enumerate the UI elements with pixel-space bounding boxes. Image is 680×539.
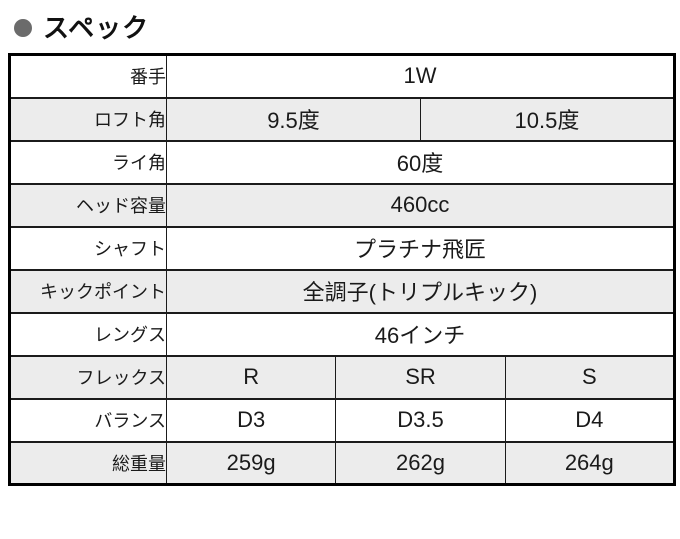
spec-label: キックポイント xyxy=(9,268,167,314)
table-row-total-weight: 総重量 259g 262g 264g xyxy=(9,440,675,486)
spec-value: 10.5度 xyxy=(419,96,675,142)
spec-value: D3.5 xyxy=(335,397,506,443)
spec-value: 460cc xyxy=(166,182,675,228)
section-title: スペック xyxy=(14,13,680,43)
spec-label: ロフト角 xyxy=(9,96,167,142)
table-row-shaft: シャフト プラチナ飛匠 xyxy=(9,225,675,271)
spec-value: R xyxy=(165,354,337,400)
table-row-kickpoint: キックポイント 全調子(トリプルキック) xyxy=(9,268,675,314)
spec-label: 番手 xyxy=(9,53,167,99)
spec-value: プラチナ飛匠 xyxy=(166,225,675,271)
spec-value: SR xyxy=(335,354,506,400)
circle-bullet-icon xyxy=(14,19,32,37)
spec-value: S xyxy=(504,354,675,400)
spec-label: ヘッド容量 xyxy=(9,182,167,228)
spec-label: バランス xyxy=(9,397,167,443)
spec-value: D4 xyxy=(504,397,675,443)
spec-table: 番手 1W ロフト角 9.5度 10.5度 ライ角 60度 ヘッド容量 460c… xyxy=(8,53,676,486)
table-row-flex: フレックス R SR S xyxy=(9,354,675,400)
spec-value: 9.5度 xyxy=(166,96,421,142)
table-row-banshu: 番手 1W xyxy=(9,53,675,99)
table-row-balance: バランス D3 D3.5 D4 xyxy=(9,397,675,443)
spec-value: 全調子(トリプルキック) xyxy=(166,268,675,314)
spec-value: 46インチ xyxy=(166,311,675,357)
spec-label: フレックス xyxy=(9,354,167,400)
spec-label: レングス xyxy=(9,311,167,357)
page-title: スペック xyxy=(43,13,150,43)
spec-label: シャフト xyxy=(9,225,167,271)
spec-value: 60度 xyxy=(166,139,675,185)
spec-value: 1W xyxy=(166,53,675,99)
spec-value: D3 xyxy=(165,397,337,443)
spec-label: 総重量 xyxy=(9,440,167,486)
table-row-length: レングス 46インチ xyxy=(9,311,675,357)
table-row-loft: ロフト角 9.5度 10.5度 xyxy=(9,96,675,142)
table-row-head-volume: ヘッド容量 460cc xyxy=(9,182,675,228)
spec-value: 259g xyxy=(165,440,337,486)
table-row-lie: ライ角 60度 xyxy=(9,139,675,185)
spec-value: 262g xyxy=(335,440,506,486)
spec-label: ライ角 xyxy=(9,139,167,185)
spec-value: 264g xyxy=(504,440,675,486)
